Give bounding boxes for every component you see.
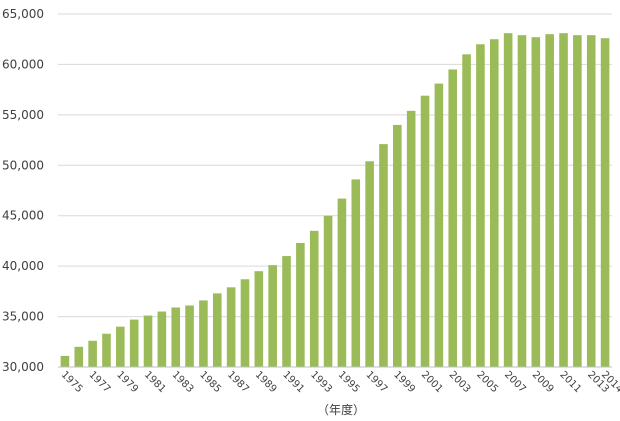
bar-2002 (434, 83, 444, 367)
bar-1975 (60, 355, 70, 367)
gridlines (58, 13, 612, 318)
bar-1994 (323, 215, 333, 367)
bar-1989 (254, 271, 264, 367)
bar-2000 (406, 110, 416, 367)
y-tick-labels: 30,000 35,000 40,000 45,000 50,000 55,000 60,0… (2, 7, 44, 374)
bar-1991 (282, 256, 291, 367)
bar-2007 (503, 33, 513, 367)
bar-1996 (351, 179, 361, 367)
bar-1979 (116, 326, 125, 367)
bar-2004 (462, 54, 471, 368)
bar-1997 (365, 161, 374, 367)
bar-1999 (393, 124, 402, 367)
x-tick-label: 1991 (280, 369, 306, 395)
bar-2003 (448, 69, 458, 367)
x-tick-label: 2009 (530, 369, 556, 395)
bar-2006 (489, 39, 499, 368)
x-tick-label: 2011 (557, 369, 583, 395)
x-tick-label: 1999 (391, 369, 417, 395)
y-tick-label: 50,000 (2, 158, 44, 172)
x-tick-label: 1975 (59, 369, 85, 395)
y-tick-label: 65,000 (2, 7, 44, 21)
bar-1977 (88, 340, 97, 367)
bar-2005 (476, 44, 485, 367)
x-axis-label: （年度） (317, 402, 365, 417)
bar-1992 (296, 242, 305, 367)
bar-1982 (157, 311, 167, 367)
bar-2011 (559, 33, 568, 367)
bar-2014 (600, 38, 610, 368)
bar-1990 (268, 265, 277, 367)
y-tick-label: 60,000 (2, 57, 44, 71)
bar-1981 (143, 315, 153, 367)
bar-1980 (129, 319, 139, 367)
bar-1988 (240, 279, 250, 367)
x-tick-label: 2003 (447, 369, 473, 395)
bar-1987 (226, 287, 236, 367)
bar-1985 (199, 300, 208, 367)
bar-2001 (420, 95, 430, 367)
bar-2009 (531, 37, 541, 367)
bar-1993 (309, 230, 319, 367)
x-tick-label: 2007 (502, 369, 528, 395)
bar-1986 (212, 293, 222, 367)
bar-2008 (517, 35, 527, 368)
bar-1976 (74, 346, 84, 367)
x-tick-label: 1987 (225, 369, 251, 395)
y-tick-label: 55,000 (2, 108, 44, 122)
x-tick-label: 1995 (336, 369, 362, 395)
x-tick-label: 1989 (253, 369, 279, 395)
y-tick-label: 40,000 (2, 259, 44, 273)
y-tick-label: 45,000 (2, 209, 44, 223)
x-tick-label: 2001 (419, 369, 445, 395)
y-tick-label: 35,000 (2, 310, 44, 324)
bar-1998 (379, 144, 388, 367)
bar-2012 (573, 35, 582, 368)
x-tick-label: 1977 (87, 369, 113, 395)
bar-1978 (102, 333, 111, 367)
x-tick-label: 2005 (474, 369, 500, 395)
bar-2013 (586, 35, 596, 368)
y-tick-label: 30,000 (2, 360, 44, 374)
bars (60, 33, 610, 368)
x-tick-label: 1997 (364, 369, 390, 395)
bar-1983 (171, 307, 181, 367)
x-tick-label: 1979 (114, 369, 140, 395)
bar-2010 (545, 34, 554, 368)
x-tick-label: 1983 (170, 369, 196, 395)
x-tick-label: 1985 (197, 369, 223, 395)
x-tick-label: 1981 (142, 369, 168, 395)
x-tick-label: 1993 (308, 369, 334, 395)
x-tick-labels: 1975 1977 1979 1981 1983 1985 1987 1989 1991 1993… (59, 369, 620, 395)
bar-1984 (185, 305, 194, 367)
bar-1995 (337, 198, 347, 367)
